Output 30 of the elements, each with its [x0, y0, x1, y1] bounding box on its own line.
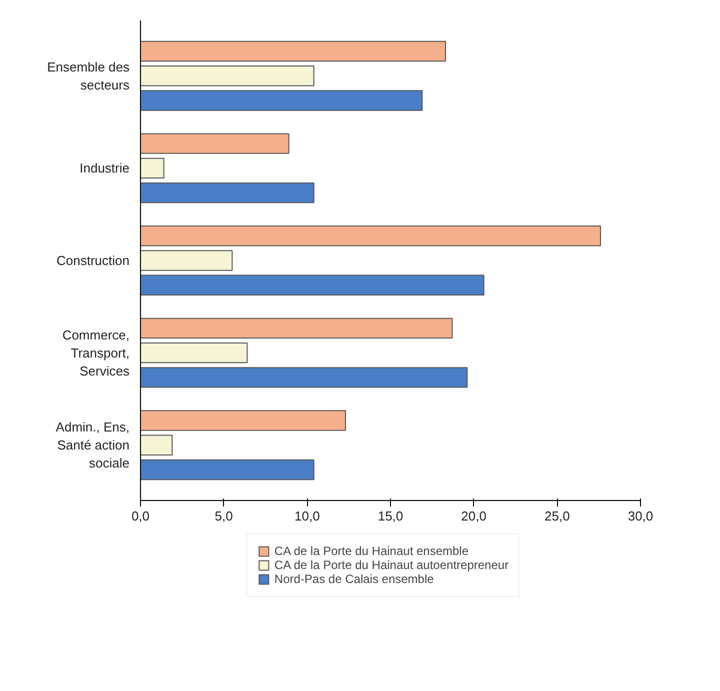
bar [140, 459, 314, 480]
bar [140, 40, 446, 62]
x-tick-label: 20,0 [461, 508, 486, 524]
x-tick-label: 0,0 [131, 508, 150, 524]
bar [140, 274, 484, 296]
y-tick-label: Commerce, Transport, Services [62, 327, 130, 378]
legend-label: Nord-Pas de Calais ensemble [274, 572, 434, 586]
bar [140, 90, 423, 111]
bar [140, 66, 314, 86]
bar [140, 367, 468, 388]
y-tick-label: Admin., Ens, Santé action sociale [56, 420, 130, 471]
x-tick-label: 30,0 [628, 508, 654, 524]
x-tick-label: 15,0 [378, 508, 404, 524]
bar [140, 182, 314, 204]
legend-label: CA de la Porte du Hainaut autoentrepreneur [274, 558, 509, 572]
bar [140, 250, 233, 271]
x-tick-label: 5,0 [214, 508, 233, 524]
legend-label: CA de la Porte du Hainaut ensemble [274, 544, 469, 558]
bar [140, 342, 248, 364]
x-tick-label: 25,0 [544, 508, 570, 524]
y-tick-label: Industrie [80, 160, 130, 176]
y-tick-label: Construction [56, 253, 130, 268]
bar [140, 158, 164, 179]
bar [140, 434, 173, 456]
x-tick-label: 10,0 [294, 508, 320, 524]
bar [140, 318, 453, 339]
bar [140, 410, 346, 431]
bar [140, 133, 290, 154]
y-tick-label: Ensemble des secteurs [47, 59, 130, 92]
bar [140, 226, 601, 246]
